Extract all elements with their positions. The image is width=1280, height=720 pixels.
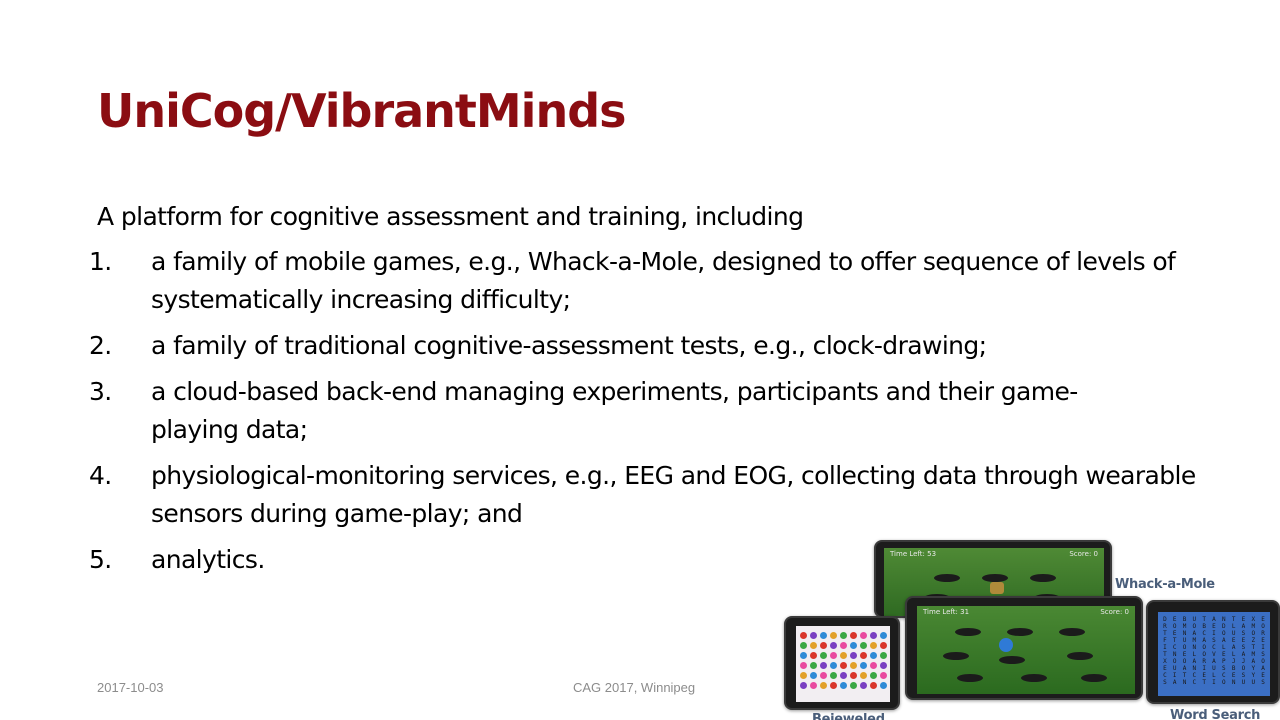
gem-icon [870,632,877,639]
bejeweled-tablet [784,616,900,710]
mole-hole [957,674,983,682]
whack-a-mole-screen-front: Time Left: 31 Score: 0 [917,606,1135,694]
list-item-number: 3. [89,377,112,406]
gem-icon [860,652,867,659]
gem-icon [860,672,867,679]
slide-title: UniCog/VibrantMinds [97,84,627,138]
gem-icon [800,632,807,639]
gem-icon [850,662,857,669]
gem-icon [860,662,867,669]
gem-icon [800,662,807,669]
gem-icon [800,642,807,649]
bejeweled-screen [796,626,890,702]
gem-icon [850,652,857,659]
gem-icon [880,662,887,669]
time-left-label: Time Left: 31 [923,608,970,616]
gem-icon [820,662,827,669]
list-item-number: 1. [89,247,112,276]
gem-icon [830,662,837,669]
gem-icon [830,632,837,639]
gem-icon [810,672,817,679]
gem-icon [840,682,847,689]
gem-icon [800,682,807,689]
gem-icon [840,662,847,669]
gem-icon [820,642,827,649]
mole-hole [1030,574,1056,582]
gem-icon [860,642,867,649]
gem-icon [870,662,877,669]
gem-icon [810,642,817,649]
list-item-text: physiological-monitoring services, e.g.,… [151,461,1196,528]
word-search-caption: Word Search [1170,708,1261,720]
gem-icon [880,632,887,639]
gem-icon [850,632,857,639]
gem-icon [820,632,827,639]
mole-hole [1067,652,1093,660]
gem-icon [840,672,847,679]
list-item-number: 5. [89,545,112,574]
gem-icon [880,672,887,679]
list-item-text: analytics. [151,545,265,574]
gem-icon [830,672,837,679]
gem-icon [870,672,877,679]
score-label: Score: 0 [1100,608,1129,616]
mole-hole [934,574,960,582]
list-item-number: 4. [89,461,112,490]
mole-icon [990,582,1004,594]
gem-icon [870,652,877,659]
gem-icon [820,682,827,689]
mole-icon [999,638,1013,652]
mole-hole [1021,674,1047,682]
mole-hole [1007,628,1033,636]
gem-icon [850,642,857,649]
gem-icon [840,652,847,659]
gem-icon [830,682,837,689]
gem-icon [820,672,827,679]
mole-hole [955,628,981,636]
gem-icon [860,632,867,639]
gem-icon [830,652,837,659]
gem-icon [850,682,857,689]
gem-icon [870,682,877,689]
gem-icon [860,682,867,689]
mole-hole [943,652,969,660]
intro-text: A platform for cognitive assessment and … [97,202,804,231]
mole-hole [999,656,1025,664]
gem-icon [800,672,807,679]
gem-icon [840,632,847,639]
gem-icon [840,642,847,649]
mole-hole [1081,674,1107,682]
gem-icon [830,642,837,649]
gem-icon [850,672,857,679]
list-item-text: a family of mobile games, e.g., Whack-a-… [151,247,1176,314]
gem-icon [800,652,807,659]
gem-icon [880,652,887,659]
list-item-text: a cloud-based back-end managing experime… [151,377,1078,444]
gem-icon [810,662,817,669]
gem-icon [870,642,877,649]
bejeweled-caption: Bejeweled [812,712,885,720]
list-item-number: 2. [89,331,112,360]
time-left-label: Time Left: 53 [890,550,937,558]
footer-date: 2017-10-03 [97,680,164,695]
gem-icon [880,682,887,689]
mole-hole [1059,628,1085,636]
gem-icon [810,632,817,639]
mole-hole [982,574,1008,582]
whack-a-mole-tablet-front: Time Left: 31 Score: 0 [905,596,1143,700]
footer-conference: CAG 2017, Winnipeg [573,680,696,695]
score-label: Score: 0 [1069,550,1098,558]
gem-icon [810,682,817,689]
list-item-text: a family of traditional cognitive-assess… [151,331,987,360]
whack-a-mole-caption: Whack-a-Mole [1115,577,1215,592]
gem-icon [880,642,887,649]
gem-icon [820,652,827,659]
gem-icon [810,652,817,659]
